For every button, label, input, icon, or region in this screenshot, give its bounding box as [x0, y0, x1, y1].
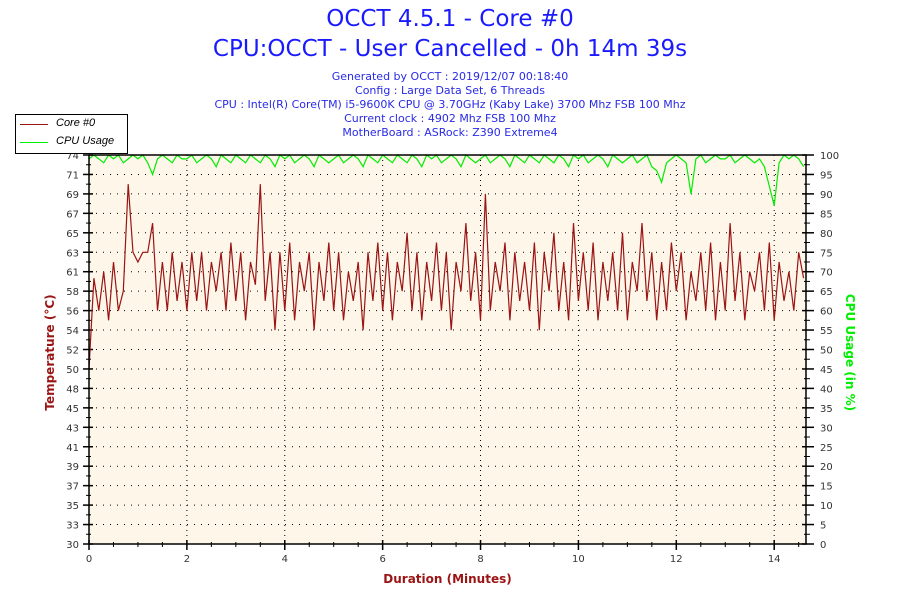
y-left-tick-label: 69	[66, 190, 79, 201]
y-left-tick-label: 30	[66, 540, 79, 551]
y-right-tick-label: 25	[820, 443, 833, 454]
y-right-tick-label: 100	[820, 151, 839, 162]
y-right-tick-label: 85	[820, 209, 833, 220]
y-right-tick-label: 70	[820, 268, 833, 279]
y-left-tick-label: 71	[66, 170, 79, 181]
y-left-tick-label: 48	[66, 384, 79, 395]
y-left-tick-label: 58	[66, 287, 79, 298]
info-motherboard: MotherBoard : ASRock: Z390 Extreme4	[342, 126, 558, 139]
x-axis-label: Duration (Minutes)	[383, 572, 511, 586]
y-left-tick-label: 50	[66, 365, 79, 376]
x-tick-label: 0	[86, 554, 92, 565]
y-right-tick-label: 60	[820, 307, 833, 318]
y-left-tick-label: 52	[66, 346, 79, 357]
y-right-tick-label: 20	[820, 462, 833, 473]
y-left-axis-label: Temperature (°C)	[43, 294, 57, 410]
y-left-tick-label: 43	[66, 423, 79, 434]
y-right-tick-label: 95	[820, 170, 833, 181]
y-left-tick-label: 41	[66, 443, 79, 454]
y-left-tick-label: 33	[66, 521, 79, 532]
y-right-tick-label: 30	[820, 423, 833, 434]
y-left-tick-label: 39	[66, 462, 79, 473]
y-left-tick-label: 63	[66, 248, 79, 259]
chart-title: OCCT 4.5.1 - Core #0	[326, 6, 574, 32]
y-right-axis-label: CPU Usage (in %)	[843, 294, 857, 411]
legend: Core #0 CPU Usage	[15, 114, 128, 154]
info-config: Config : Large Data Set, 6 Threads	[355, 84, 545, 97]
y-right-tick-label: 80	[820, 229, 833, 240]
x-tick-label: 6	[379, 554, 385, 565]
y-left-tick-label: 54	[66, 326, 79, 337]
x-tick-label: 12	[670, 554, 683, 565]
y-right-tick-label: 10	[820, 501, 833, 512]
x-tick-label: 10	[572, 554, 585, 565]
y-right-tick-label: 35	[820, 404, 833, 415]
y-left-tick-label: 74	[66, 151, 79, 162]
chart-subtitle: CPU:OCCT - User Cancelled - 0h 14m 39s	[212, 36, 688, 62]
y-right-tick-label: 40	[820, 384, 833, 395]
y-right-tick-label: 90	[820, 190, 833, 201]
legend-swatch-core0	[20, 124, 48, 125]
x-tick-label: 14	[768, 554, 781, 565]
x-tick-label: 4	[282, 554, 288, 565]
y-left-tick-label: 45	[66, 404, 79, 415]
legend-swatch-cpu-usage	[20, 142, 48, 143]
y-left-tick-label: 65	[66, 229, 79, 240]
info-generated: Generated by OCCT : 2019/12/07 00:18:40	[331, 70, 569, 83]
y-right-tick-label: 45	[820, 365, 833, 376]
series-line-cpu-usage	[88, 154, 805, 206]
legend-item-core0: Core #0	[16, 117, 126, 131]
y-left-tick-label: 56	[66, 307, 79, 318]
y-right-tick-label: 50	[820, 346, 833, 357]
y-left-tick-label: 37	[66, 482, 79, 493]
y-left-tick-label: 61	[66, 268, 79, 279]
info-clock: Current clock : 4902 Mhz FSB 100 Mhz	[344, 112, 556, 125]
y-right-tick-label: 55	[820, 326, 833, 337]
y-right-tick-label: 65	[820, 287, 833, 298]
y-left-tick-label: 67	[66, 209, 79, 220]
legend-label-core0: Core #0	[56, 117, 96, 129]
x-tick-label: 8	[477, 554, 483, 565]
legend-label-cpu-usage: CPU Usage	[56, 135, 115, 147]
y-right-tick-label: 15	[820, 482, 833, 493]
y-left-tick-label: 35	[66, 501, 79, 512]
plot-border	[88, 154, 807, 545]
x-tick-label: 2	[184, 554, 190, 565]
y-right-tick-label: 5	[820, 521, 826, 532]
y-right-tick-label: 0	[820, 540, 826, 551]
series-line-core0	[88, 184, 805, 370]
info-cpu: CPU : Intel(R) Core(TM) i5-9600K CPU @ 3…	[214, 98, 686, 111]
legend-item-cpu-usage: CPU Usage	[16, 135, 126, 149]
y-right-tick-label: 75	[820, 248, 833, 259]
